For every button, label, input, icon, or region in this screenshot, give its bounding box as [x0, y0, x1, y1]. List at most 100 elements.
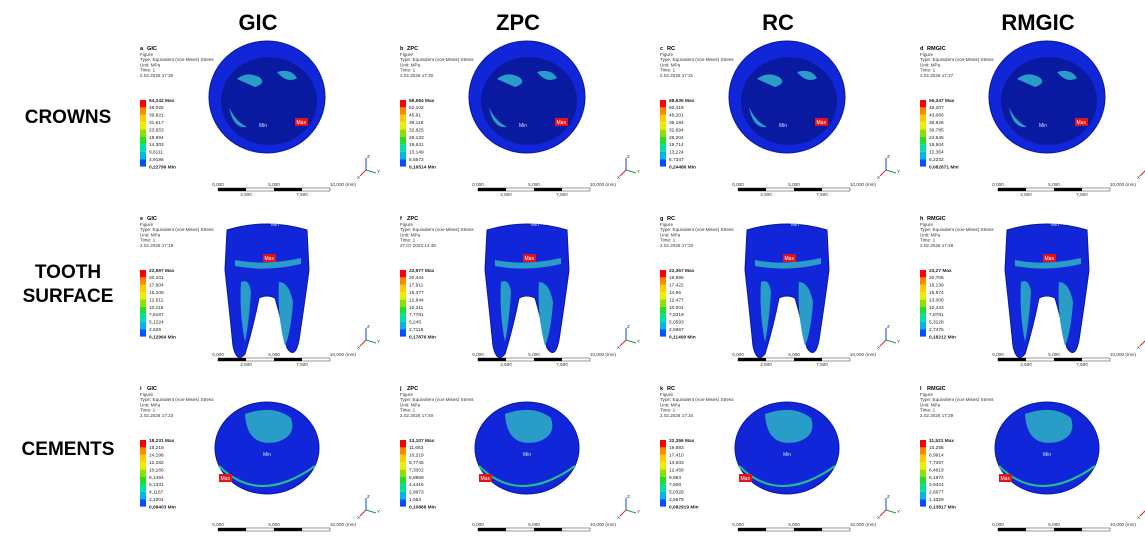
scale-label: 10,000 (mm) [850, 522, 877, 527]
scale-label: 2,500 [500, 192, 512, 197]
max-tag: Max [817, 120, 827, 126]
scale-label: 0,000 [992, 182, 1004, 187]
scale-label: 5,000 [528, 522, 540, 527]
max-tag: Max [1045, 256, 1055, 262]
legend-label: 8,7745 [409, 460, 424, 466]
scale-label: 10,000 (mm) [330, 182, 357, 187]
legend-label: 17,410 [669, 453, 684, 459]
legend-label: 0,082919 Min [669, 504, 699, 510]
panel-info: 2.02.2026 17:30 [400, 73, 434, 78]
legend-label: 19,714 [669, 142, 684, 148]
legend-label: 20,444 [409, 275, 424, 281]
scale-bar-segment [478, 188, 506, 191]
legend-swatch [920, 462, 926, 469]
scale-label: 7,500 [296, 192, 308, 197]
legend-label: 0,13817 Min [929, 504, 956, 510]
legend-label: 15,377 [409, 290, 424, 296]
fea-panel: dRMGICFigureType: Equivalent (von-Mises)… [920, 41, 1145, 197]
legend-label: 17,604 [149, 283, 164, 289]
scale-label: 5,000 [268, 522, 280, 527]
legend-label: 2,9973 [409, 490, 424, 496]
legend-label: 7,3302 [409, 467, 424, 473]
legend-label: 5,0329 [669, 490, 684, 496]
scale-label: 10,000 (mm) [590, 522, 617, 527]
panel-info: 2.02.2026 17:31 [660, 73, 694, 78]
legend-swatch [400, 100, 406, 107]
legend-label: 8,1494 [149, 475, 164, 481]
scale-bar-segment [274, 188, 302, 191]
legend-label: 0,12964 Min [149, 334, 176, 340]
axis-label: X [1137, 175, 1140, 180]
legend-swatch [920, 314, 926, 321]
max-tag: Max [525, 256, 535, 262]
scale-label: 10,000 (mm) [850, 182, 877, 187]
min-tag: Min [519, 123, 527, 129]
legend-swatch [400, 477, 406, 484]
legend-label: 0,17876 Min [409, 334, 436, 340]
legend-swatch [140, 122, 146, 129]
axis-triad [880, 510, 886, 516]
legend-swatch [140, 455, 146, 462]
legend-label: 9,6111 [149, 150, 163, 156]
legend-swatch [660, 447, 666, 454]
legend-label: 14,95 [669, 290, 681, 296]
legend-swatch [400, 462, 406, 469]
legend-swatch [920, 329, 926, 336]
axis-label: Y [897, 339, 900, 344]
legend-label: 22,977 Max [409, 268, 435, 274]
legend-swatch [140, 492, 146, 499]
legend-swatch [140, 470, 146, 477]
legend-label: 10,166 [149, 467, 164, 473]
scale-bar-segment [478, 528, 506, 531]
tooth-model [485, 224, 569, 358]
legend-label: 19,641 [409, 142, 424, 148]
legend-swatch [400, 440, 406, 447]
scale-label: 10,000 (mm) [590, 182, 617, 187]
fea-panel: eGICFigureType: Equivalent (von-Mises) S… [140, 216, 380, 367]
legend-swatch [660, 484, 666, 491]
scale-bar-segment [794, 358, 822, 361]
scale-label: 0,000 [992, 522, 1004, 527]
legend-label: 7,508 [669, 482, 681, 488]
scale-bar-segment [738, 188, 766, 191]
legend-swatch [140, 477, 146, 484]
min-tag: Min [259, 123, 267, 129]
legend-label: 45,61 [409, 113, 421, 119]
min-tag: Min [1051, 222, 1059, 228]
scale-label: 0,000 [472, 352, 484, 357]
legend-label: 26,133 [409, 135, 424, 141]
min-tag: Min [783, 452, 791, 458]
legend-swatch [920, 322, 926, 329]
legend-label: 0,16514 Min [409, 164, 436, 170]
scale-label: 10,000 (mm) [590, 352, 617, 357]
legend-label: 11,663 [409, 445, 424, 451]
panel-info: 2.02.2026 17:27 [920, 73, 954, 78]
legend-swatch [920, 277, 926, 284]
legend-swatch [920, 130, 926, 137]
legend-swatch [920, 447, 926, 454]
legend-label: 22,597 Max [149, 268, 175, 274]
legend-label: 7,8781 [929, 312, 944, 318]
legend-swatch [140, 115, 146, 122]
axis-triad [1140, 170, 1145, 176]
scale-label: 5,000 [1048, 522, 1060, 527]
scale-bar-segment [998, 188, 1026, 191]
legend-swatch [920, 484, 926, 491]
legend-swatch [660, 285, 666, 292]
legend-label: 60,418 [669, 105, 684, 111]
row-label: CROWNS [25, 107, 112, 128]
legend-label: 58,594 Max [409, 98, 435, 104]
panel-info: 27.07.2023 14:48 [400, 243, 436, 248]
scale-bar-segment [218, 188, 246, 191]
scale-label: 5,000 [268, 352, 280, 357]
legend-swatch [400, 499, 406, 506]
scale-bar-segment [274, 358, 302, 361]
scale-label: 7,500 [816, 362, 828, 367]
legend-swatch [140, 499, 146, 506]
legend-swatch [660, 152, 666, 159]
legend-swatch [660, 455, 666, 462]
axis-label: X [357, 345, 360, 350]
scale-label: 0,000 [992, 352, 1004, 357]
axis-triad [366, 510, 376, 513]
crown-inner [741, 57, 837, 145]
